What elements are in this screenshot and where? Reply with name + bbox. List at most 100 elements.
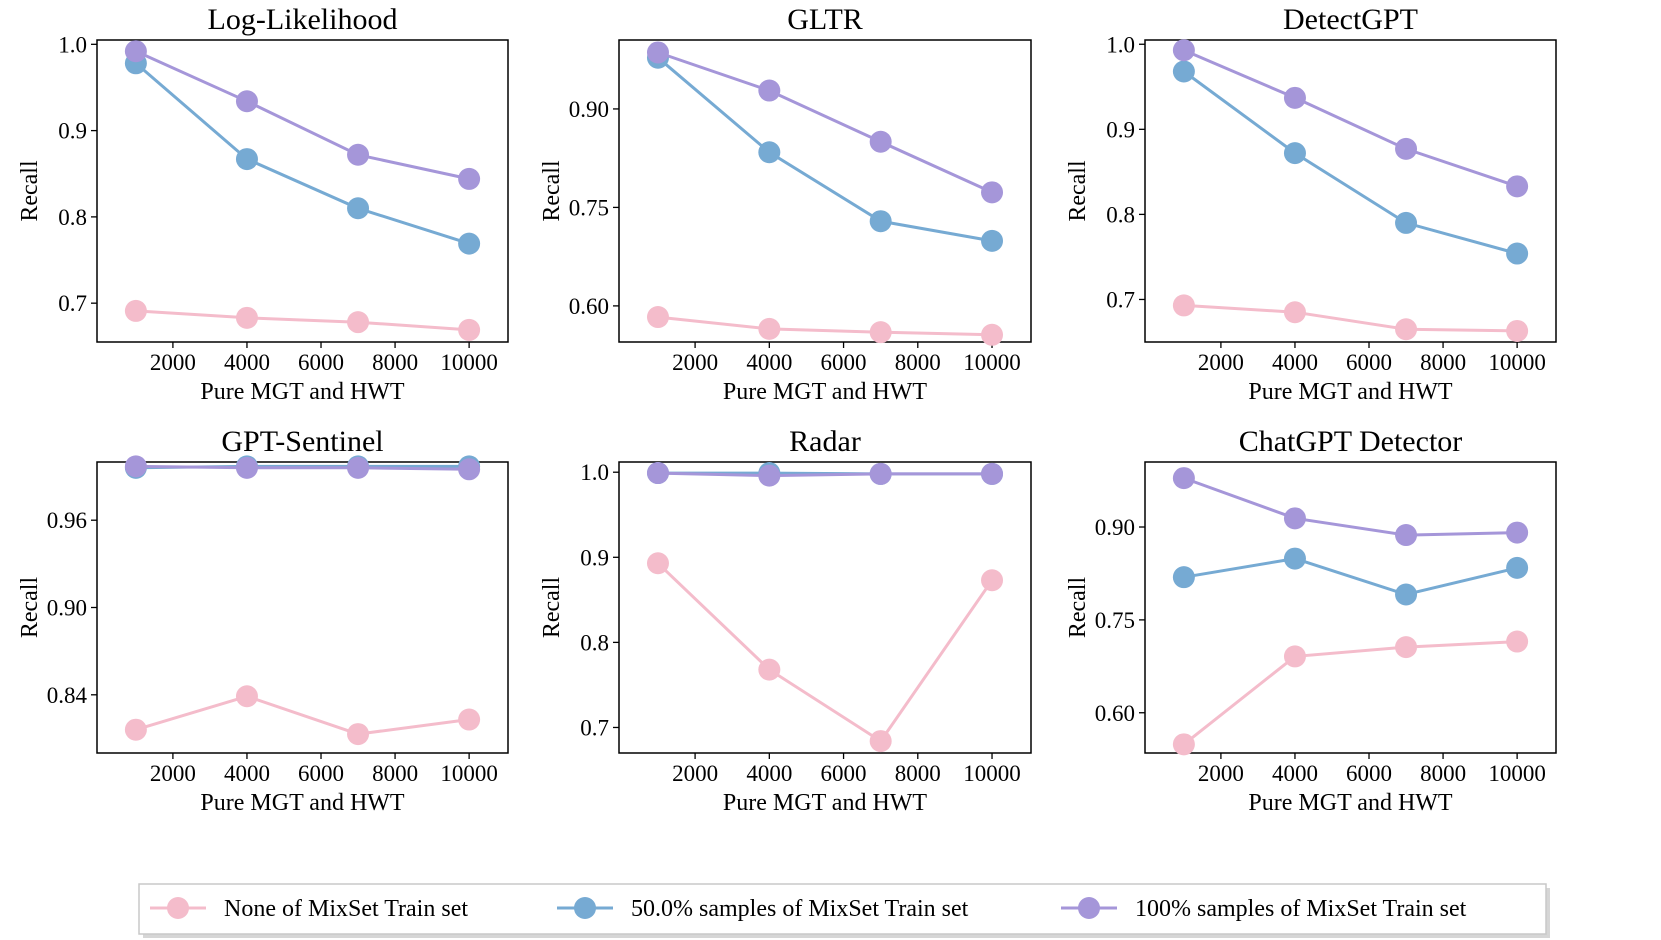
subplot-3: DetectGPT 2000 4000 6000 8000 10000 0.7 0.8 0.9 1… [1065, 3, 1557, 405]
x-axis-label: Pure MGT and HWT [200, 379, 405, 405]
y-tick-label: 1.0 [580, 460, 609, 485]
data-point [347, 723, 370, 746]
x-tick-label: 10000 [440, 350, 498, 375]
data-point [1506, 630, 1529, 653]
x-tick-label: 8000 [895, 350, 941, 375]
subplot-1: Log-Likelihood 2000 4000 6000 8000 10000 0.7 0.… [17, 3, 509, 405]
plot-frame [96, 461, 509, 754]
x-tick-label: 2000 [672, 761, 718, 786]
y-axis-label: Recall [539, 577, 565, 639]
legend-marker-none [167, 897, 189, 919]
data-point [124, 455, 147, 478]
y-tick-label: 0.8 [58, 205, 87, 230]
legend-marker-half [574, 897, 596, 919]
data-point [235, 90, 258, 113]
x-tick-label: 2000 [150, 350, 196, 375]
y-tick-label: 0.8 [580, 630, 609, 655]
series-line [1183, 557, 1518, 597]
series-half [1172, 60, 1529, 265]
x-tick-label: 6000 [1346, 761, 1392, 786]
series-line [1182, 640, 1518, 746]
data-point [1395, 524, 1418, 547]
plot-frame [1144, 39, 1557, 343]
series-line [657, 56, 993, 243]
data-point [1172, 60, 1195, 83]
series-half [646, 46, 1004, 252]
x-tick-label: 6000 [821, 761, 867, 786]
y-tick-label: 0.75 [1095, 608, 1135, 633]
y-tick-label: 0.90 [1095, 515, 1135, 540]
subplot-title: GLTR [787, 3, 863, 36]
x-tick-label: 2000 [672, 350, 718, 375]
series-line [135, 694, 470, 736]
data-point [1283, 645, 1306, 668]
data-point [235, 685, 258, 708]
y-tick-label: 0.90 [569, 97, 609, 122]
series-line [656, 562, 994, 744]
x-tick-label: 4000 [224, 761, 270, 786]
subplot-title: DetectGPT [1283, 3, 1418, 36]
subplot-title: ChatGPT Detector [1239, 425, 1463, 458]
data-point [347, 311, 370, 334]
subplot-4: GPT-Sentinel 2000 4000 6000 8000 10000 0.84 0.9… [17, 425, 509, 816]
subplot-6: ChatGPT Detector 2000 4000 6000 8000 10000 0.6… [1065, 425, 1557, 816]
series-line [135, 309, 470, 332]
x-tick-label: 4000 [746, 350, 792, 375]
data-point [235, 306, 258, 329]
series-line [1183, 476, 1518, 537]
subplot-title: Log-Likelihood [208, 3, 398, 36]
data-point [124, 299, 147, 322]
x-tick-label: 4000 [1272, 761, 1318, 786]
data-point [981, 229, 1004, 252]
data-point [458, 708, 481, 731]
x-tick-label: 8000 [895, 761, 941, 786]
data-point [1283, 301, 1306, 324]
series-half [124, 52, 481, 255]
x-tick-label: 4000 [224, 350, 270, 375]
data-point [981, 181, 1004, 204]
data-point [1506, 175, 1529, 198]
data-point [1506, 556, 1529, 579]
series-line [1183, 303, 1518, 333]
y-tick-label: 0.60 [569, 294, 609, 319]
series-line [134, 62, 470, 246]
x-tick-label: 8000 [372, 350, 418, 375]
data-point [1172, 467, 1195, 490]
series-none [646, 552, 1004, 753]
series-line [1183, 70, 1518, 255]
x-axis-label: Pure MGT and HWT [723, 379, 928, 405]
x-tick-label: 6000 [298, 350, 344, 375]
y-axis-label: Recall [1065, 160, 1091, 222]
y-tick-label: 0.7 [580, 715, 609, 740]
subplot-title: Radar [789, 425, 861, 458]
legend-label-none: None of MixSet Train set [224, 896, 468, 922]
y-axis-label: Recall [17, 577, 43, 639]
data-point [1506, 319, 1529, 342]
series-none [1172, 630, 1529, 756]
data-point [1506, 242, 1529, 265]
data-point [1283, 507, 1306, 530]
data-point [1506, 521, 1529, 544]
y-tick-label: 0.9 [58, 119, 87, 144]
subplot-5: Radar 2000 4000 6000 8000 10000 0.7 0.8 0.9 1.0 Pu… [539, 425, 1032, 816]
legend: None of MixSet Train set 50.0% samples o… [138, 883, 1550, 938]
subplot-grid: Log-Likelihood 2000 4000 6000 8000 10000 0.7 0.… [17, 3, 1557, 816]
data-point [458, 232, 481, 255]
data-point [869, 130, 892, 153]
y-tick-label: 0.7 [58, 291, 87, 316]
plot-frame [96, 39, 509, 343]
y-axis-label: Recall [1065, 577, 1091, 639]
data-point [235, 148, 258, 171]
series-full [646, 41, 1004, 204]
data-point [646, 41, 669, 64]
x-axis-label: Pure MGT and HWT [723, 790, 928, 816]
plot-frame [1144, 461, 1557, 754]
data-point [646, 462, 669, 485]
series-half [1172, 547, 1529, 606]
x-tick-label: 4000 [746, 761, 792, 786]
series-line [657, 315, 993, 337]
data-point [981, 569, 1004, 592]
data-point [869, 210, 892, 233]
series-none [124, 685, 481, 746]
